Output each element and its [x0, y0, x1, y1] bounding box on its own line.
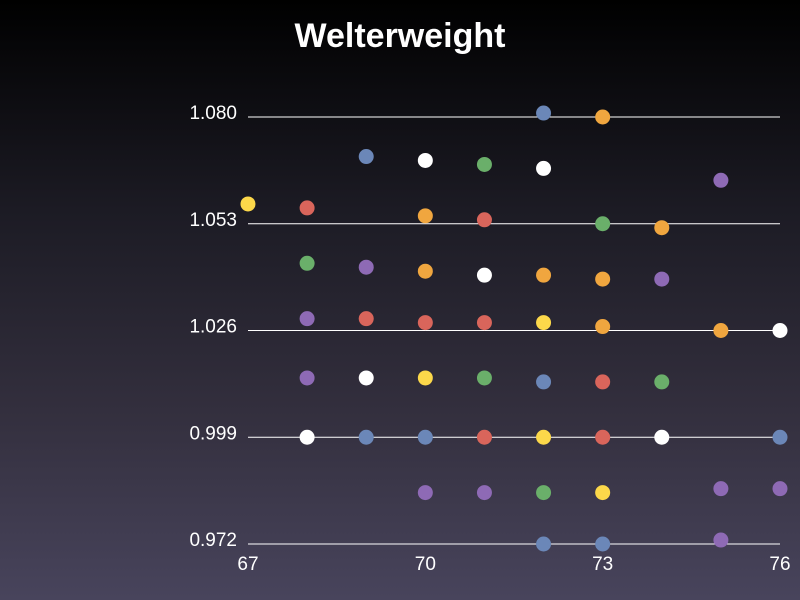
- data-point: [476, 485, 492, 501]
- data-point: [417, 370, 433, 386]
- data-point: [358, 370, 374, 386]
- data-point: [595, 271, 611, 287]
- y-tick-label: 1.053: [189, 210, 237, 231]
- y-tick-label: 1.080: [189, 103, 237, 124]
- x-axis-tick-labels: 67 70 73 76: [237, 554, 790, 575]
- data-point: [772, 481, 788, 497]
- data-point: [713, 532, 729, 548]
- data-point: [417, 263, 433, 279]
- chart-title: Welterweight: [295, 17, 506, 55]
- data-point: [299, 255, 315, 271]
- data-point: [299, 370, 315, 386]
- data-point: [536, 160, 552, 176]
- data-point: [595, 216, 611, 232]
- data-point: [654, 271, 670, 287]
- data-point: [772, 323, 788, 338]
- data-point: [476, 370, 492, 386]
- data-point: [476, 212, 492, 228]
- y-axis-tick-labels: 1.080 1.053 1.026 0.999 0.972: [189, 103, 237, 551]
- y-gridlines: [248, 116, 780, 545]
- data-point: [595, 485, 611, 501]
- data-point: [476, 315, 492, 331]
- data-point: [595, 109, 611, 125]
- x-tick-label: 67: [237, 554, 258, 575]
- data-point: [713, 481, 729, 497]
- data-point: [358, 149, 374, 165]
- data-point: [536, 536, 552, 552]
- data-point: [654, 220, 670, 236]
- data-point: [536, 429, 552, 445]
- data-point: [417, 152, 433, 168]
- data-point: [299, 200, 315, 216]
- data-point: [240, 196, 256, 212]
- data-point: [595, 319, 611, 335]
- data-point: [595, 429, 611, 445]
- data-point: [299, 311, 315, 327]
- data-point: [299, 429, 315, 445]
- data-point: [536, 374, 552, 390]
- data-point: [417, 208, 433, 224]
- x-tick-label: 70: [415, 554, 436, 575]
- data-point: [713, 323, 729, 338]
- data-point: [654, 374, 670, 390]
- data-point: [358, 311, 374, 327]
- data-point: [536, 485, 552, 501]
- data-point: [595, 374, 611, 390]
- data-point: [417, 315, 433, 331]
- y-tick-label: 0.972: [189, 530, 237, 551]
- data-point: [713, 172, 729, 188]
- data-point: [654, 429, 670, 445]
- data-point: [358, 429, 374, 445]
- data-point: [476, 156, 492, 172]
- data-point: [536, 315, 552, 331]
- data-point: [476, 429, 492, 445]
- y-tick-label: 0.999: [189, 423, 237, 444]
- data-point: [417, 429, 433, 445]
- data-point: [358, 259, 374, 275]
- x-tick-label: 73: [592, 554, 613, 575]
- x-tick-label: 76: [769, 554, 790, 575]
- data-point: [417, 485, 433, 501]
- data-point: [536, 267, 552, 283]
- y-tick-label: 1.026: [189, 317, 237, 338]
- data-point: [595, 536, 611, 552]
- data-point: [536, 105, 552, 121]
- data-points: [240, 105, 788, 552]
- data-point: [772, 429, 788, 445]
- data-point: [476, 267, 492, 283]
